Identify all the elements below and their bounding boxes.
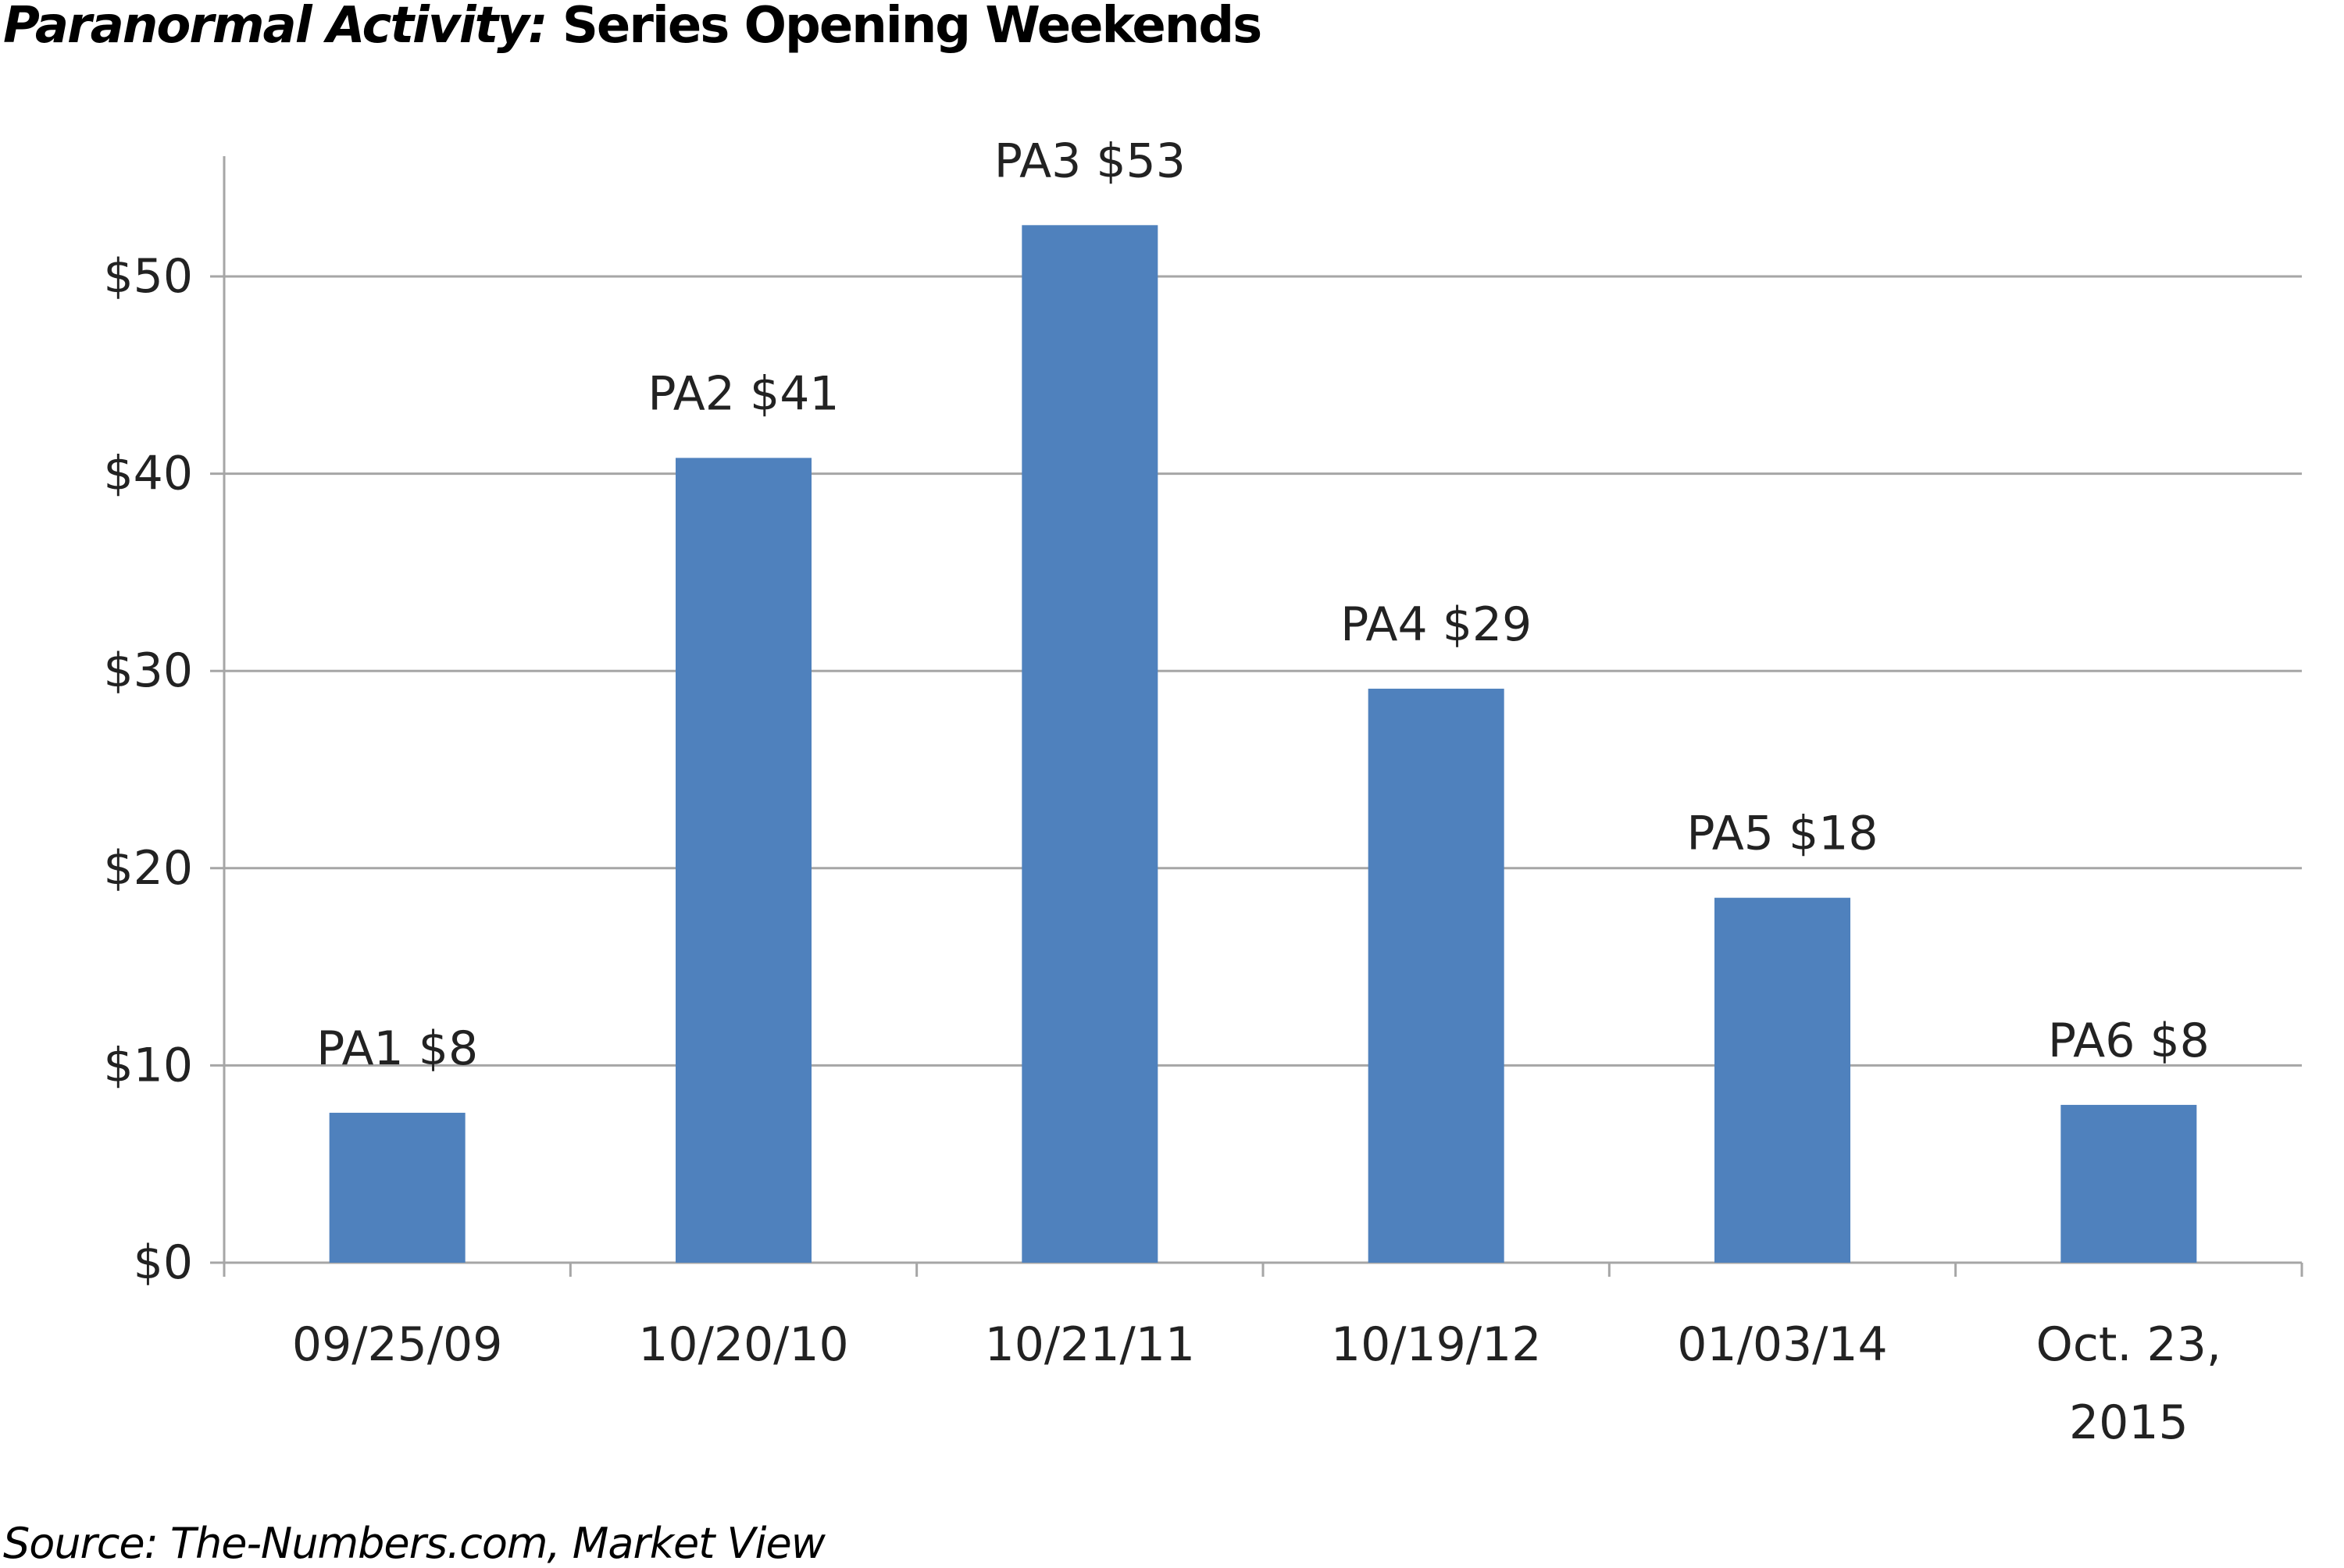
data-label: PA3 $53 — [994, 134, 1186, 188]
data-label: PA5 $18 — [1686, 807, 1878, 861]
x-tick-label: 10/19/12 — [1331, 1317, 1541, 1372]
x-tick-label: 2015 — [2069, 1395, 2189, 1450]
chart-title-rest: Series Opening Weekends — [546, 0, 1262, 55]
y-tick-label: $30 — [103, 643, 193, 698]
bar — [1022, 225, 1158, 1263]
y-tick-label: $0 — [134, 1235, 193, 1290]
data-label: PA1 $8 — [316, 1021, 478, 1076]
x-tick-label: 01/03/14 — [1677, 1317, 1887, 1372]
bar — [329, 1113, 466, 1263]
bar — [2060, 1104, 2197, 1263]
data-label: PA4 $29 — [1340, 597, 1532, 652]
x-tick-label: 09/25/09 — [292, 1317, 502, 1372]
chart-title: Paranormal Activity: Series Opening Week… — [3, 0, 1262, 55]
source-note: Source: The-Numbers.com, Market View — [3, 1519, 826, 1568]
chart-title-italic: Paranormal Activity: — [3, 0, 548, 55]
data-label: PA2 $41 — [648, 366, 839, 421]
bar — [1368, 688, 1504, 1263]
bar — [676, 458, 812, 1263]
y-tick-label: $10 — [103, 1038, 193, 1092]
x-tick-label: Oct. 23, — [2036, 1317, 2221, 1372]
x-tick-label: 10/21/11 — [985, 1317, 1195, 1372]
y-tick-label: $40 — [103, 447, 193, 501]
x-tick-label: 10/20/10 — [638, 1317, 848, 1372]
y-tick-label: $50 — [103, 249, 193, 304]
y-tick-label: $20 — [103, 841, 193, 896]
bar — [1714, 897, 1850, 1263]
data-label: PA6 $8 — [2048, 1014, 2210, 1068]
